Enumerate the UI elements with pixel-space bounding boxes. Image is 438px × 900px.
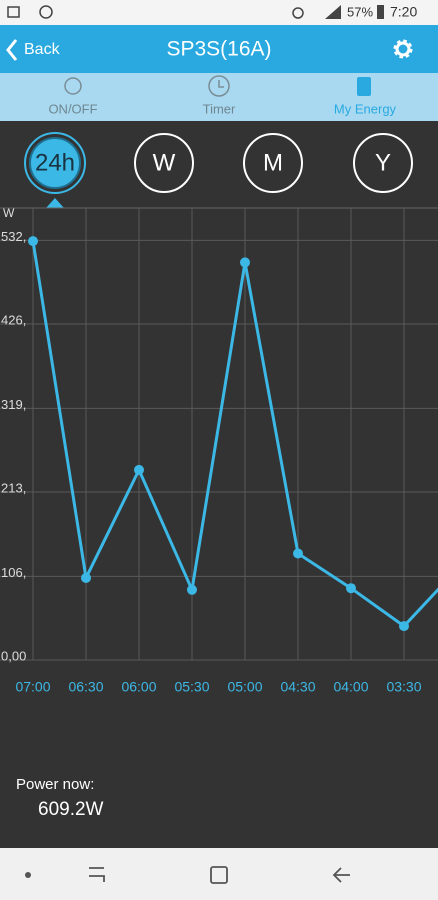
data-point (134, 464, 144, 475)
x-tick-label: 04:00 (333, 679, 368, 695)
period-ring (24, 132, 86, 194)
status-icon (39, 5, 53, 19)
period-label[interactable]: W (153, 149, 176, 176)
status-icon (7, 6, 20, 18)
x-tick-label: 05:00 (227, 679, 262, 695)
x-tick-label: 06:00 (121, 679, 156, 695)
y-tick-label: 213, (1, 480, 26, 495)
tab[interactable]: My Energy (334, 101, 397, 116)
nav-recent[interactable] (89, 867, 105, 882)
period-button[interactable] (134, 133, 194, 193)
x-tick-label: 03:30 (386, 679, 421, 695)
back-icon[interactable] (6, 39, 18, 61)
title: SP3S(16A) (166, 38, 271, 61)
y-tick-label: 319, (1, 397, 26, 412)
status-bar (0, 0, 438, 25)
alarm-icon (292, 7, 304, 19)
period-label[interactable]: 24h (35, 149, 75, 176)
signal-icon (325, 5, 341, 19)
x-tick-label: 05:30 (174, 679, 209, 695)
data-line (31, 240, 438, 629)
x-tick-label: 04:30 (280, 679, 315, 695)
period-button[interactable] (243, 133, 303, 193)
data-point (293, 548, 303, 559)
nav-back[interactable] (332, 867, 350, 883)
tab[interactable]: ON/OFF (48, 101, 97, 116)
bulb-icon (64, 77, 82, 95)
period-label[interactable]: Y (375, 149, 391, 176)
battery-text: 57% (347, 4, 373, 19)
selected-indicator (46, 198, 64, 208)
battery-icon (377, 5, 384, 19)
nav-bar (0, 848, 438, 900)
clock-icon (218, 80, 224, 88)
tab[interactable]: Timer (203, 101, 236, 116)
nav-home[interactable] (210, 866, 228, 884)
energy-icon (357, 77, 371, 96)
y-axis-label: W (3, 206, 15, 220)
data-point (240, 257, 250, 268)
power-label: Power now: (16, 776, 94, 793)
data-point (346, 583, 356, 594)
settings-icon (395, 41, 411, 57)
y-tick-label: 106, (1, 565, 26, 580)
period-button[interactable] (29, 137, 81, 189)
y-tick-label: 426, (1, 312, 26, 327)
back-button[interactable]: Back (24, 41, 61, 58)
data-point (399, 621, 409, 632)
header (0, 25, 438, 73)
y-tick-label: 0,00 (1, 648, 26, 663)
y-tick-label: 532, (1, 229, 26, 244)
power-value: 609.2W (38, 799, 104, 820)
data-point (81, 572, 91, 583)
clock: 7:20 (390, 4, 417, 20)
data-point (187, 584, 197, 595)
x-tick-label: 06:30 (68, 679, 103, 695)
data-point (28, 236, 38, 247)
clock-icon (208, 75, 230, 97)
nav-dot[interactable] (25, 872, 31, 878)
period-label[interactable]: M (263, 149, 283, 176)
period-button[interactable] (353, 133, 413, 193)
x-tick-label: 07:00 (15, 679, 50, 695)
